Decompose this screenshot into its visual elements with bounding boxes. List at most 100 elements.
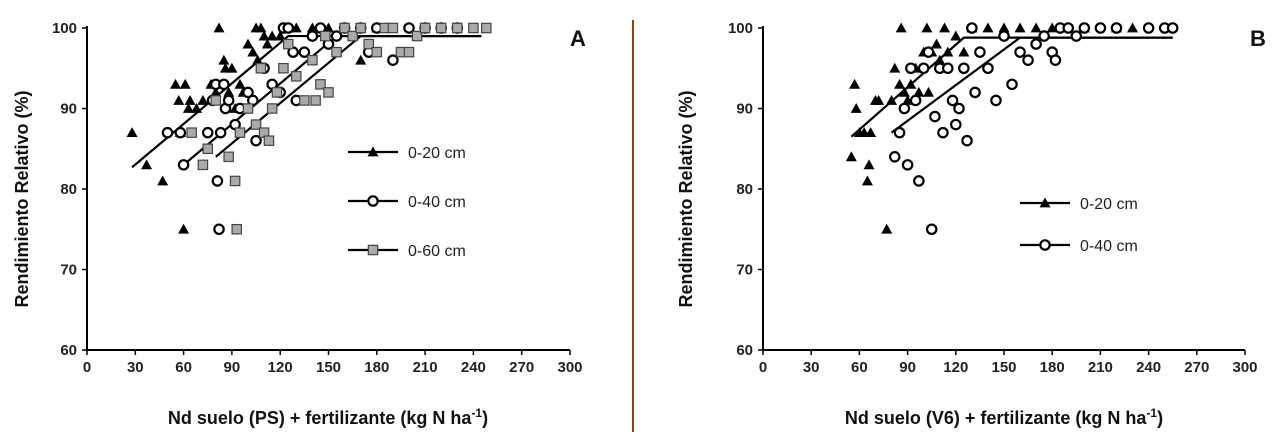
x-tick-label: 0 [83, 359, 91, 376]
legend-label: 0-40 cm [1080, 238, 1138, 255]
data-point [126, 127, 138, 138]
data-point [1062, 22, 1075, 34]
x-tick-label: 270 [1184, 359, 1209, 376]
data-point [371, 46, 383, 58]
data-point [184, 94, 196, 105]
data-point [966, 22, 978, 34]
data-point [950, 118, 962, 131]
y-axis-title: Rendimiento Relativo (%) [12, 90, 32, 307]
data-point [939, 22, 951, 33]
data-point [177, 159, 190, 171]
data-point [218, 78, 230, 91]
x-axis-title: Nd suelo (V6) + fertilizante (kg N ha-1) [845, 406, 1163, 428]
data-point [974, 46, 986, 58]
data-point [1014, 22, 1026, 33]
legend-label: 0-20 cm [408, 145, 466, 162]
data-point [998, 22, 1010, 33]
y-tick-label: 80 [60, 181, 77, 198]
data-point [435, 22, 447, 34]
data-point [909, 94, 922, 107]
data-point [849, 78, 861, 89]
data-point [213, 22, 225, 33]
data-point [252, 54, 264, 65]
data-point [1110, 22, 1123, 34]
data-point [895, 22, 907, 33]
chart-panel-a: 0 30 60 90 120 150 180 210 240 270 300 60 70 80 90 100 R… [12, 20, 586, 428]
x-tick-label: 210 [1088, 359, 1113, 376]
data-point [255, 62, 267, 74]
data-point [1070, 30, 1083, 42]
data-point [234, 78, 246, 89]
data-point [1022, 54, 1034, 66]
x-tick-label: 300 [1232, 359, 1257, 376]
y-tick-label: 60 [736, 342, 753, 359]
data-point [182, 103, 194, 113]
data-point [387, 54, 399, 66]
data-point [266, 30, 278, 41]
panel-letter: A [570, 26, 586, 51]
data-point [242, 103, 254, 114]
data-point [211, 175, 224, 187]
legend-marker [367, 244, 379, 256]
data-point [174, 126, 187, 139]
y-tick-label: 90 [60, 101, 77, 118]
x-tick-label: 240 [1136, 359, 1161, 376]
x-tick-label: 60 [851, 359, 868, 376]
data-point [201, 126, 214, 139]
data-point [941, 62, 954, 75]
x-tick-label: 30 [803, 359, 820, 376]
data-point [953, 102, 965, 115]
y-tick-label: 70 [736, 262, 753, 279]
y-axis-title: Rendimiento Relativo (%) [676, 90, 696, 307]
y-tick-label: 70 [60, 262, 77, 279]
data-point [845, 151, 857, 162]
data-point [210, 86, 222, 97]
data-point [214, 126, 227, 139]
y-tick-label: 90 [736, 101, 753, 118]
x-tick-label: 0 [759, 359, 767, 376]
data-point [889, 62, 901, 73]
y-tick-label: 100 [728, 20, 753, 37]
legend-marker [367, 195, 379, 207]
x-axis-title: Nd suelo (PS) + fertilizante (kg N ha-1) [168, 406, 488, 428]
data-point [961, 134, 973, 147]
data-point [958, 62, 970, 75]
x-tick-label: 90 [224, 359, 241, 376]
data-point [242, 38, 254, 49]
data-point [913, 86, 925, 97]
data-point [213, 223, 225, 236]
data-point [310, 95, 321, 106]
y-tick-label: 100 [52, 20, 77, 37]
data-point [898, 86, 910, 97]
data-point [922, 46, 935, 58]
data-point [1006, 78, 1018, 91]
data-point [893, 126, 906, 139]
data-point [141, 159, 153, 170]
data-point [1127, 22, 1139, 33]
data-point [905, 78, 917, 89]
data-point [1078, 22, 1091, 34]
data-point [247, 46, 259, 57]
data-point [990, 94, 1002, 107]
data-point [411, 30, 423, 42]
data-point [258, 30, 270, 41]
data-point [898, 102, 911, 115]
x-tick-label: 180 [1040, 359, 1065, 376]
data-point [355, 22, 366, 34]
data-point [1014, 46, 1026, 58]
data-point [190, 103, 202, 113]
y-tick-label: 60 [60, 342, 77, 359]
panel-letter: B [1250, 26, 1266, 51]
data-point [263, 135, 275, 146]
data-point [271, 87, 283, 98]
data-point [315, 79, 326, 90]
data-point [905, 62, 917, 75]
x-tick-label: 300 [557, 359, 582, 376]
data-point [223, 151, 234, 163]
data-point [982, 22, 994, 33]
data-point [403, 22, 415, 34]
data-point [881, 223, 893, 234]
data-point [179, 78, 191, 89]
data-point [861, 175, 873, 186]
x-tick-label: 240 [461, 359, 486, 376]
